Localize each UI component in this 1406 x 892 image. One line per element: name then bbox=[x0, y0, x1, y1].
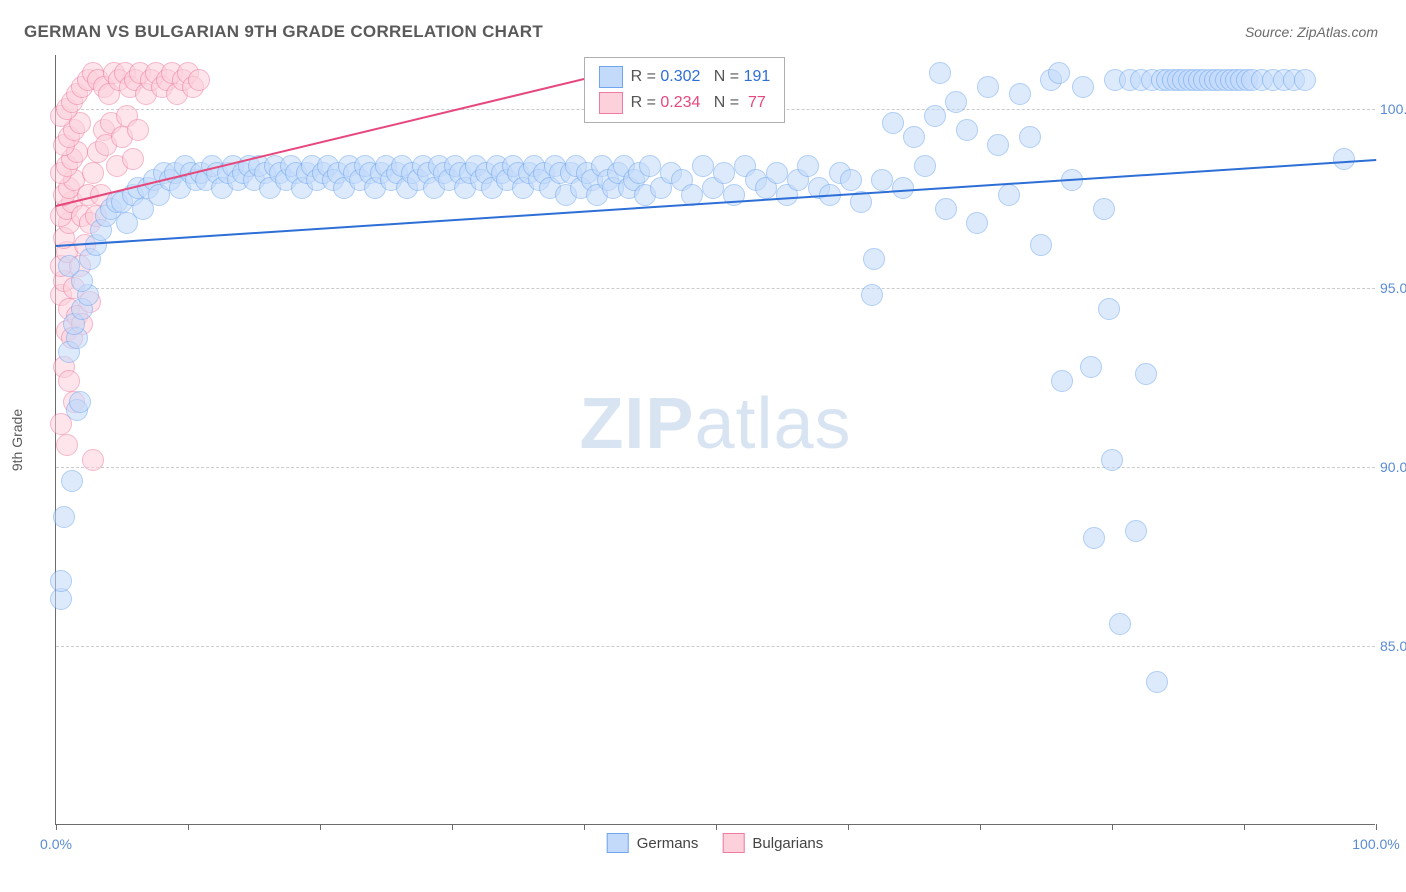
x-tick bbox=[1376, 824, 1377, 830]
data-point bbox=[840, 169, 862, 191]
legend-label: Bulgarians bbox=[752, 835, 823, 852]
data-point bbox=[797, 155, 819, 177]
data-point bbox=[122, 148, 144, 170]
y-tick-label: 100.0% bbox=[1380, 101, 1406, 117]
data-point bbox=[863, 248, 885, 270]
data-point bbox=[1125, 520, 1147, 542]
data-point bbox=[1083, 527, 1105, 549]
data-point bbox=[1048, 62, 1070, 84]
gridline bbox=[56, 288, 1375, 289]
data-point bbox=[966, 212, 988, 234]
y-tick-label: 95.0% bbox=[1380, 280, 1406, 296]
stats-text: R = 0.234 N = 77 bbox=[631, 94, 766, 112]
gridline bbox=[56, 646, 1375, 647]
legend-swatch bbox=[607, 833, 629, 853]
data-point bbox=[50, 570, 72, 592]
data-point bbox=[127, 119, 149, 141]
stats-legend-row: R = 0.302 N = 191 bbox=[599, 64, 771, 90]
data-point bbox=[1072, 76, 1094, 98]
x-tick bbox=[1244, 824, 1245, 830]
data-point bbox=[1294, 69, 1316, 91]
data-point bbox=[1093, 198, 1115, 220]
stats-legend: R = 0.302 N = 191 R = 0.234 N = 77 bbox=[584, 57, 786, 123]
data-point bbox=[1051, 370, 1073, 392]
x-tick bbox=[716, 824, 717, 830]
watermark: ZIPatlas bbox=[579, 383, 851, 465]
y-tick-label: 85.0% bbox=[1380, 638, 1406, 654]
watermark-atlas: atlas bbox=[694, 384, 851, 464]
plot-area: 9th Grade ZIPatlas 85.0%90.0%95.0%100.0%… bbox=[55, 55, 1375, 825]
x-tick bbox=[56, 824, 57, 830]
data-point bbox=[929, 62, 951, 84]
x-tick bbox=[1112, 824, 1113, 830]
data-point bbox=[861, 284, 883, 306]
data-point bbox=[935, 198, 957, 220]
legend-item: Bulgarians bbox=[722, 833, 823, 853]
data-point bbox=[924, 105, 946, 127]
watermark-zip: ZIP bbox=[579, 384, 694, 464]
legend-swatch bbox=[599, 92, 623, 114]
chart-title: GERMAN VS BULGARIAN 9TH GRADE CORRELATIO… bbox=[24, 22, 543, 42]
data-point bbox=[58, 370, 80, 392]
data-point bbox=[56, 434, 78, 456]
data-point bbox=[945, 91, 967, 113]
data-point bbox=[82, 449, 104, 471]
data-point bbox=[713, 162, 735, 184]
data-point bbox=[1135, 363, 1157, 385]
data-point bbox=[1009, 83, 1031, 105]
data-point bbox=[1080, 356, 1102, 378]
data-point bbox=[61, 470, 83, 492]
legend-swatch bbox=[722, 833, 744, 853]
y-axis-title: 9th Grade bbox=[9, 409, 25, 471]
data-point bbox=[903, 126, 925, 148]
data-point bbox=[1146, 671, 1168, 693]
data-point bbox=[53, 506, 75, 528]
data-point bbox=[766, 162, 788, 184]
legend-swatch bbox=[599, 66, 623, 88]
series-legend: Germans Bulgarians bbox=[607, 833, 824, 853]
data-point bbox=[1030, 234, 1052, 256]
x-tick bbox=[584, 824, 585, 830]
x-tick-label: 100.0% bbox=[1352, 836, 1399, 852]
data-point bbox=[639, 155, 661, 177]
data-point bbox=[692, 155, 714, 177]
data-point bbox=[956, 119, 978, 141]
data-point bbox=[58, 255, 80, 277]
data-point bbox=[1109, 613, 1131, 635]
x-tick bbox=[188, 824, 189, 830]
data-point bbox=[871, 169, 893, 191]
data-point bbox=[987, 134, 1009, 156]
data-point bbox=[1098, 298, 1120, 320]
data-point bbox=[188, 69, 210, 91]
x-tick bbox=[848, 824, 849, 830]
x-tick bbox=[452, 824, 453, 830]
stats-text: R = 0.302 N = 191 bbox=[631, 68, 771, 86]
data-point bbox=[892, 177, 914, 199]
x-tick bbox=[320, 824, 321, 830]
stats-legend-row: R = 0.234 N = 77 bbox=[599, 90, 771, 116]
data-point bbox=[882, 112, 904, 134]
data-point bbox=[998, 184, 1020, 206]
data-point bbox=[977, 76, 999, 98]
x-tick-label: 0.0% bbox=[40, 836, 72, 852]
y-tick-label: 90.0% bbox=[1380, 459, 1406, 475]
x-tick bbox=[980, 824, 981, 830]
legend-label: Germans bbox=[637, 835, 699, 852]
data-point bbox=[1019, 126, 1041, 148]
data-point bbox=[914, 155, 936, 177]
source-label: Source: ZipAtlas.com bbox=[1245, 24, 1378, 40]
data-point bbox=[82, 162, 104, 184]
data-point bbox=[1101, 449, 1123, 471]
legend-item: Germans bbox=[607, 833, 699, 853]
data-point bbox=[1333, 148, 1355, 170]
data-point bbox=[69, 391, 91, 413]
gridline bbox=[56, 467, 1375, 468]
plot-canvas: ZIPatlas 85.0%90.0%95.0%100.0%0.0%100.0%… bbox=[55, 55, 1375, 825]
